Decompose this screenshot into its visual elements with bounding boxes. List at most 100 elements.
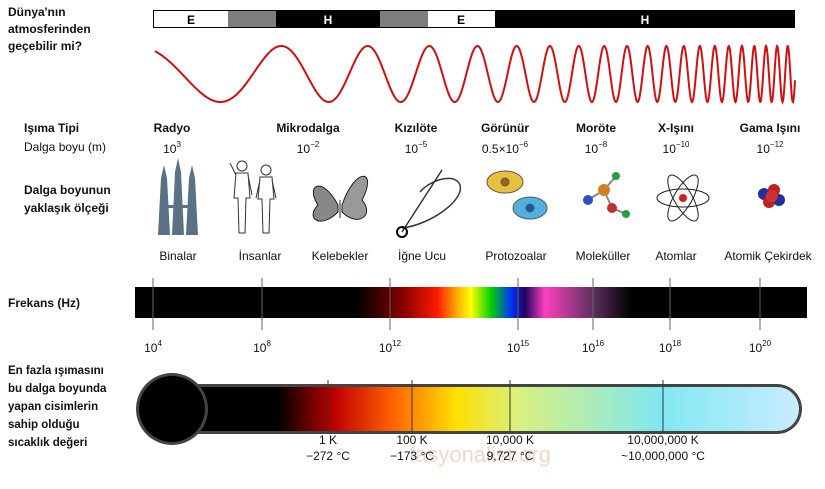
icon-molecule (583, 172, 630, 218)
temperature-celsius: ~10,000,000 °C (621, 449, 705, 463)
frequency-tick-label: 1020 (749, 339, 772, 355)
thermometer (136, 373, 802, 445)
scale-label: yaklaşık ölçeği (24, 201, 109, 215)
frequency-label: Frekans (Hz) (8, 296, 80, 310)
power-base: 10 (659, 341, 673, 355)
frequency-tick-label: 108 (253, 339, 271, 355)
temperature-label: bu dalga boyunda (8, 383, 107, 395)
power-exponent: −10 (676, 140, 690, 149)
icon-humans (229, 160, 277, 234)
power-base: 10 (507, 341, 521, 355)
temperature-label: En fazla ışımasını (8, 365, 104, 377)
atmosphere-label: E (187, 13, 195, 27)
power-base: 10 (297, 142, 311, 156)
wave (154, 43, 796, 105)
power-exponent: 15 (520, 339, 529, 348)
power-exponent: 12 (392, 339, 401, 348)
radiation-type: X-Işını (658, 121, 694, 135)
radiation-type: Radyo (154, 121, 191, 135)
power-exponent: 20 (762, 339, 771, 348)
temperature-label: sahip olduğu (8, 419, 80, 431)
thermometer-bulb (139, 376, 205, 442)
frequency-tick-label: 1012 (379, 339, 402, 355)
scale-label: Dalga boyunun (24, 183, 111, 197)
wavelength: 10−12 (757, 140, 784, 156)
power-exponent: −5 (418, 140, 428, 149)
atmosphere-label: E (457, 13, 465, 27)
temperature-celsius: −173 °C (390, 449, 434, 463)
scale-object: Atomik Çekirdek (724, 249, 812, 263)
radiation-type: Gama Işını (740, 121, 801, 135)
temperature-kelvin: 10,000 K (486, 433, 534, 447)
wavelength: 10−10 (663, 140, 690, 156)
power-base: 10 (405, 142, 419, 156)
frequency-bar (135, 287, 807, 318)
question-line: geçebilir mi? (8, 39, 82, 53)
scale-object: Protozoalar (485, 249, 546, 263)
temperature-label: sıcaklık değeri (8, 437, 87, 449)
power-exponent: 8 (266, 339, 271, 348)
icon-nucleus (758, 184, 785, 208)
radiation-type: Görünür (481, 121, 529, 135)
power-base: 10 (749, 341, 763, 355)
power-exponent: 16 (595, 339, 604, 348)
temperature-kelvin: 100 K (396, 433, 427, 447)
scale-object: İnsanlar (239, 249, 282, 263)
scale-object: Moleküller (576, 249, 631, 263)
atmosphere-bar (153, 10, 795, 28)
question-line: atmosferinden (8, 22, 91, 36)
power-base: 10 (582, 341, 596, 355)
icon-buildings (158, 158, 198, 235)
power-base: 10 (163, 142, 177, 156)
power-base: 0.5×10 (482, 142, 519, 156)
icon-needle (396, 169, 462, 238)
radiation-type-label: Işıma Tipi (24, 121, 79, 135)
power-exponent: −2 (310, 140, 320, 149)
wavelength: 10−2 (297, 140, 320, 156)
power-exponent: −6 (519, 140, 529, 149)
frequency-tick-label: 1016 (582, 339, 605, 355)
wavelength: 103 (163, 140, 181, 156)
wavelength-label: Dalga boyu (m) (24, 140, 106, 154)
power-base: 10 (379, 341, 393, 355)
power-base: 10 (757, 142, 771, 156)
power-exponent: 18 (672, 339, 681, 348)
bar-segment (228, 11, 276, 27)
power-exponent: 4 (157, 339, 162, 348)
icon-protozoa (486, 170, 548, 220)
power-base: 10 (585, 142, 599, 156)
wavelength: 10−5 (405, 140, 428, 156)
scale-object: Atomlar (655, 249, 696, 263)
power-exponent: −8 (598, 140, 608, 149)
icon-atom (656, 174, 710, 222)
power-base: 10 (253, 341, 267, 355)
temperature-kelvin: 10,000,000 K (627, 433, 698, 447)
scale-object: Kelebekler (312, 249, 369, 263)
frequency-tick-label: 1015 (507, 339, 530, 355)
icon-butterfly (312, 175, 368, 222)
question-line: Dünya'nın (8, 5, 66, 19)
radiation-type: Moröte (576, 121, 616, 135)
wavelength: 10−8 (585, 140, 608, 156)
wavelength: 0.5×10−6 (482, 140, 529, 156)
temperature-label: yapan cisimlerin (8, 401, 98, 413)
atmosphere-label: H (641, 13, 650, 27)
bar-segment (380, 11, 428, 27)
power-base: 10 (144, 341, 158, 355)
radiation-type: Kızılöte (395, 121, 438, 135)
temperature-celsius: −272 °C (306, 449, 350, 463)
frequency-tick-label: 1018 (659, 339, 682, 355)
atmosphere-label: H (324, 13, 333, 27)
frequency-tick-label: 104 (144, 339, 162, 355)
power-base: 10 (663, 142, 677, 156)
temperature-celsius: 9,727 °C (487, 449, 534, 463)
bar-segment (428, 11, 495, 27)
power-exponent: −12 (770, 140, 784, 149)
temperature-kelvin: 1 K (319, 433, 337, 447)
watermark: fasyonalist.org (409, 442, 551, 467)
power-exponent: 3 (176, 140, 181, 149)
scale-object: Binalar (159, 249, 196, 263)
bar-segment (154, 11, 228, 27)
thermometer-tube (163, 387, 799, 431)
